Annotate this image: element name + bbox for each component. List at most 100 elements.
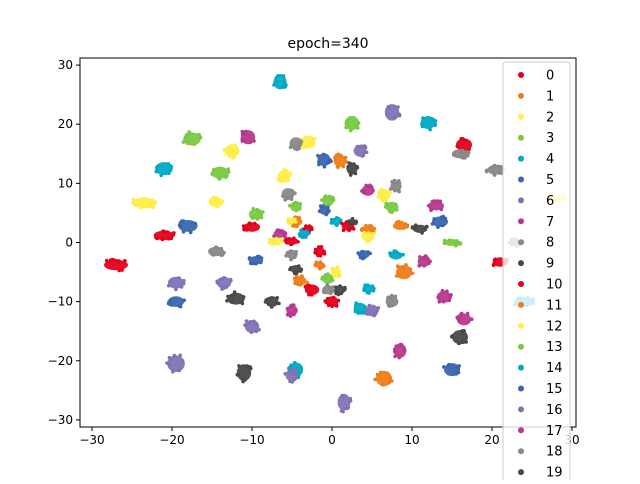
scatter-point xyxy=(167,355,172,360)
scatter-point xyxy=(336,217,341,221)
scatter-point xyxy=(393,202,398,207)
scatter-point xyxy=(245,223,249,228)
scatter-cluster xyxy=(451,148,471,160)
x-tick-label: −30 xyxy=(79,433,104,447)
scatter-point xyxy=(388,377,392,381)
scatter-point xyxy=(362,288,366,293)
scatter-point xyxy=(441,214,446,219)
scatter-point xyxy=(251,261,255,266)
scatter-cluster xyxy=(247,254,264,266)
legend-entry: 19 xyxy=(518,466,563,481)
scatter-point xyxy=(438,199,443,204)
scatter-point xyxy=(344,121,349,126)
scatter-point xyxy=(226,170,231,174)
scatter-point xyxy=(369,184,374,189)
scatter-point xyxy=(410,225,415,229)
scatter-cluster xyxy=(235,364,253,384)
scatter-cluster xyxy=(313,260,326,271)
scatter-point xyxy=(116,259,121,263)
scatter-point xyxy=(393,188,397,193)
legend-label: 12 xyxy=(546,319,563,334)
scatter-point xyxy=(384,198,388,202)
scatter-point xyxy=(231,155,235,160)
scatter-cluster xyxy=(383,201,399,214)
scatter-point xyxy=(460,311,464,316)
scatter-point xyxy=(332,273,337,278)
scatter-cluster xyxy=(455,311,474,326)
scatter-point xyxy=(305,286,309,290)
scatter-point xyxy=(307,292,311,297)
scatter-point xyxy=(285,306,290,311)
scatter-point xyxy=(197,133,202,137)
scatter-point xyxy=(330,218,335,223)
scatter-point xyxy=(178,304,183,309)
scatter-point xyxy=(331,285,335,289)
scatter-point xyxy=(366,231,371,235)
scatter-point xyxy=(368,223,372,228)
legend-label: 9 xyxy=(546,257,554,272)
scatter-point xyxy=(181,140,186,144)
scatter-point xyxy=(363,283,367,288)
scatter-point xyxy=(450,334,455,338)
scatter-point xyxy=(241,379,245,384)
scatter-point xyxy=(180,358,185,363)
legend-entry: 13 xyxy=(518,340,563,355)
scatter-point xyxy=(252,139,256,143)
scatter-cluster xyxy=(356,249,373,261)
scatter-point xyxy=(499,164,503,169)
scatter-point xyxy=(295,146,300,151)
scatter-point xyxy=(213,197,218,201)
scatter-cluster xyxy=(104,257,128,273)
scatter-point xyxy=(188,230,193,235)
scatter-point xyxy=(375,309,379,313)
scatter-point xyxy=(211,253,216,257)
legend-label: 5 xyxy=(546,173,554,188)
scatter-point xyxy=(397,181,402,185)
scatter-point xyxy=(496,171,501,175)
scatter-point xyxy=(376,306,381,310)
scatter-point xyxy=(459,137,464,141)
scatter-point xyxy=(254,261,259,265)
scatter-point xyxy=(292,236,296,240)
scatter-point xyxy=(289,266,293,270)
scatter-point xyxy=(447,238,452,242)
legend-entry: 5 xyxy=(518,173,554,188)
scatter-point xyxy=(179,225,183,229)
scatter-point xyxy=(165,230,170,234)
scatter-point xyxy=(394,344,399,349)
scatter-point xyxy=(402,348,407,353)
legend-label: 6 xyxy=(546,194,554,209)
scatter-point xyxy=(348,173,353,177)
scatter-point xyxy=(296,240,300,244)
scatter-point xyxy=(322,164,327,169)
scatter-point xyxy=(335,265,340,270)
legend-label: 10 xyxy=(546,278,563,293)
legend-entry: 6 xyxy=(518,194,554,209)
scatter-point xyxy=(316,153,320,158)
scatter-point xyxy=(281,194,285,198)
scatter-cluster xyxy=(323,295,341,309)
x-tick-label: −20 xyxy=(159,433,184,447)
scatter-point xyxy=(339,221,344,226)
scatter-point xyxy=(361,153,366,158)
scatter-point xyxy=(455,315,460,320)
scatter-point xyxy=(322,249,326,254)
scatter-cluster xyxy=(317,204,331,217)
scatter-point xyxy=(168,302,172,307)
scatter-point xyxy=(363,145,368,150)
scatter-point xyxy=(457,341,461,346)
scatter-point xyxy=(430,199,435,204)
scatter-point xyxy=(253,221,257,226)
scatter-point xyxy=(402,226,406,230)
scatter-point xyxy=(362,255,367,260)
scatter-cluster xyxy=(177,219,198,235)
legend-entry: 12 xyxy=(518,319,563,334)
scatter-cluster xyxy=(283,367,299,384)
scatter-point xyxy=(391,181,396,185)
scatter-point xyxy=(248,140,252,144)
scatter-point xyxy=(286,196,290,201)
scatter-point xyxy=(222,276,226,280)
legend-entry: 0 xyxy=(518,69,554,84)
scatter-point xyxy=(264,299,269,303)
scatter-cluster xyxy=(385,293,399,308)
